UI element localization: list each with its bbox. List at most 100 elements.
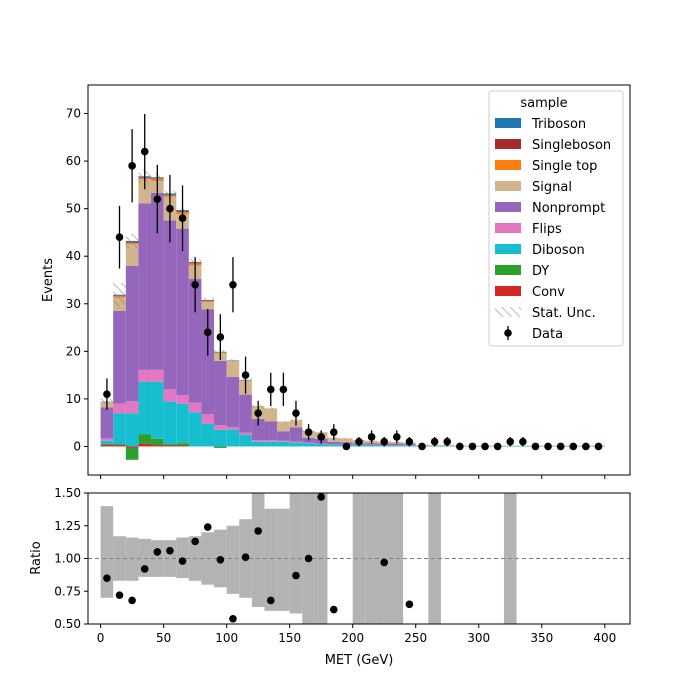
data-point [140,147,149,156]
ratio-point [216,556,225,564]
bar-signal [340,438,353,443]
ratio-band-segment [289,493,303,614]
ratio-band-segment [251,493,265,607]
data-point [103,390,111,398]
data-point [405,437,414,446]
ratio-band-segment [125,537,139,581]
bar-diboson [390,445,404,447]
bar-nonprompt [151,192,164,370]
bar-flips [289,441,303,443]
main-y-tick-label: 50 [66,202,81,216]
ratio-point [329,605,338,614]
stat-unc-band [201,297,215,303]
data-point [443,437,452,446]
ratio-point [292,571,300,580]
x-tick-label: 200 [341,631,364,645]
bar-nonprompt [289,427,303,442]
bar-flips [176,395,189,404]
data-point [418,442,426,451]
bar-nonprompt [176,228,189,396]
bar-diboson [314,444,328,447]
bar-dy [151,438,164,446]
ratio-y-tick-label: 1.25 [54,519,81,533]
bar-diboson [188,412,202,447]
data-point [493,442,502,451]
data-point [594,442,603,451]
legend-swatch-flips [495,223,521,233]
ratio-point [254,527,262,535]
bar-flips [277,440,290,442]
x-tick-label: 300 [467,631,490,645]
legend-swatch-signal [495,181,521,191]
ratio-point [229,614,237,623]
bar-nonprompt [327,441,341,445]
x-tick-label: 350 [530,631,553,645]
data-point [229,280,237,289]
legend-swatch-stat-unc [495,307,521,317]
data-point [582,442,590,451]
ratio-y-tick-label: 0.75 [54,584,81,598]
ratio-band-segment [277,508,290,611]
main-y-tick-label: 30 [66,297,81,311]
bar-flips [163,389,177,402]
legend-swatch-conv [495,286,521,296]
ratio-point [128,596,136,605]
main-y-tick-label: 10 [66,392,81,406]
ratio-y-tick-label: 0.50 [54,617,81,631]
ratio-point [266,596,275,605]
legend-label-data: Data [532,327,563,342]
bar-conv [138,443,152,447]
data-point [115,233,124,241]
bar-diboson [113,413,126,445]
legend-swatch-triboson [495,118,521,128]
bar-nonprompt [264,421,278,441]
bar-flips [125,401,139,414]
stat-unc-band [340,437,353,439]
data-point [266,385,275,394]
ratio-point [166,546,174,555]
ratio-point [178,557,187,565]
bar-nonprompt [138,203,152,370]
bar-flips [151,369,164,382]
ratio-x-axis: 0 50 100 150 200 250 300 350 400 [97,624,616,645]
bar-flips [239,432,252,436]
main-panel: 0 10 20 30 40 50 60 70 Events sample Triboson Sin… [41,84,631,479]
bar-diboson [239,435,252,447]
data-point [544,442,552,451]
bar-conv [163,445,177,447]
bar-flips [138,369,152,382]
data-point [556,442,565,451]
data-point [166,204,174,213]
stat-unc-band [264,407,278,410]
ratio-y-tick-label: 1.50 [54,486,81,500]
bar-signal [138,179,152,204]
ratio-band-segment [226,525,240,594]
bar-diboson [226,429,240,447]
bar-diboson [151,381,164,439]
main-plot-frame [87,84,631,476]
bar-nonprompt [239,394,252,433]
data-point [153,195,162,203]
ratio-y-axis-label: Ratio [29,541,44,574]
data-point [178,214,187,222]
legend-label-conv: Conv [532,285,565,300]
legend-label-dy: DY [532,264,549,279]
bar-dy [113,444,126,446]
data-point [254,409,262,417]
legend-swatch-single-top [495,160,521,170]
stacked-bars [100,176,605,460]
main-x-ticks [100,475,606,479]
legend-swatch-data [504,329,512,337]
bar-signal [277,421,290,432]
legend-swatch-singleboson [495,139,521,149]
data-point [317,433,325,441]
ratio-point [203,523,212,531]
ratio-y-tick-label: 1.00 [54,552,81,566]
legend-box [488,90,624,347]
main-y-axis: 0 10 20 30 40 50 60 70 [66,107,88,453]
ratio-panel: 0.50 0.75 1.00 1.25 1.50 0 50 100 150 200 250 300 3… [29,486,631,668]
data-point [430,437,439,446]
bar-dy [125,447,139,460]
ratio-band-segment [151,540,164,577]
